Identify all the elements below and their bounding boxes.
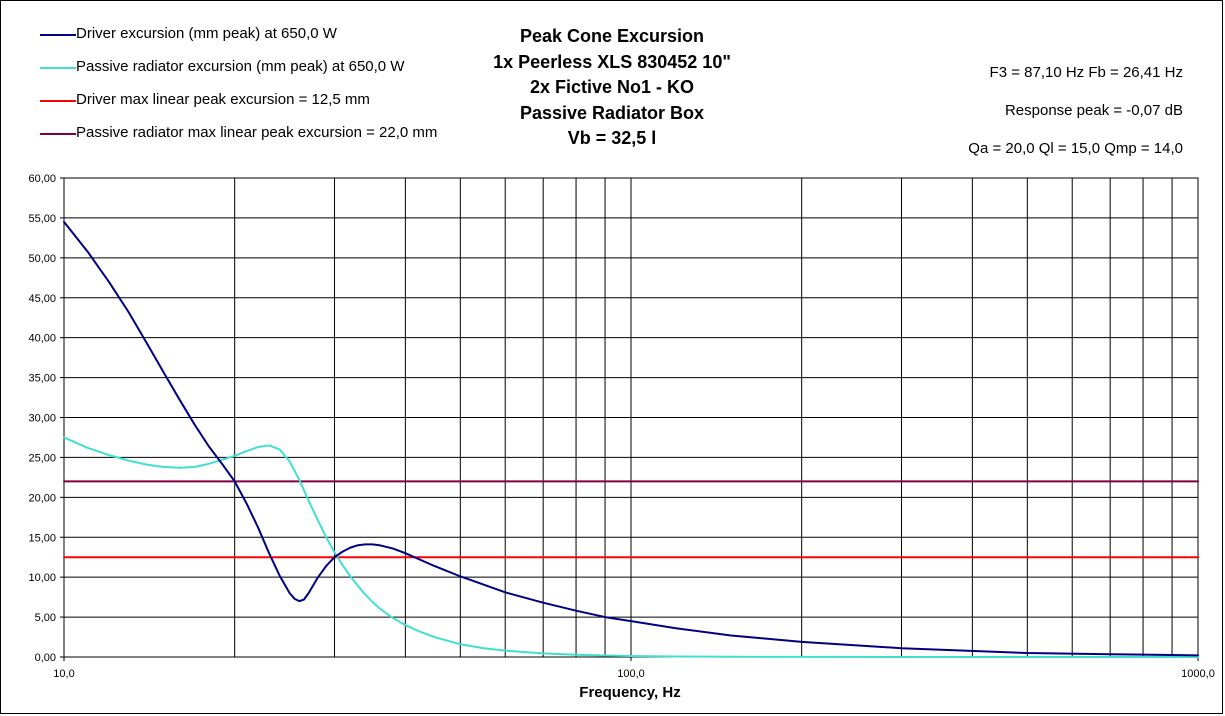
legend-label-driver-max: Driver max linear peak excursion = 12,5 … <box>76 91 370 108</box>
legend-label-passive-max: Passive radiator max linear peak excursi… <box>76 124 438 141</box>
y-tick-label: 40,00 <box>28 333 56 345</box>
legend-swatch-passive-max <box>40 133 76 135</box>
x-tick-label: 10,0 <box>53 668 74 680</box>
f3-fb-text: F3 = 87,10 Hz Fb = 26,41 Hz <box>989 64 1183 81</box>
x-tick-label: 100,0 <box>617 668 645 680</box>
legend-swatch-driver <box>40 34 76 36</box>
parameters-block: F3 = 87,10 Hz Fb = 26,41 Hz Response pea… <box>968 64 1183 178</box>
legend-swatch-driver-max <box>40 100 76 102</box>
legend-label-passive: Passive radiator excursion (mm peak) at … <box>76 58 405 75</box>
y-tick-label: 25,00 <box>28 452 56 464</box>
y-tick-label: 30,00 <box>28 413 56 425</box>
legend-swatch-passive <box>40 67 76 69</box>
chart-title: Peak Cone Excursion 1x Peerless XLS 8304… <box>452 24 772 152</box>
y-tick-label: 0,00 <box>35 652 56 664</box>
y-tick-label: 60,00 <box>28 173 56 185</box>
y-tick-label: 45,00 <box>28 293 56 305</box>
y-tick-label: 35,00 <box>28 373 56 385</box>
title-line-4: Passive Radiator Box <box>519 102 705 123</box>
y-tick-label: 55,00 <box>28 213 56 225</box>
y-tick-label: 5,00 <box>35 612 56 624</box>
legend-label-driver: Driver excursion (mm peak) at 650,0 W <box>76 25 337 42</box>
title-line-5: Vb = 32,5 l <box>567 128 657 148</box>
title-line-3: 2x Fictive No1 - KO <box>529 77 695 97</box>
y-tick-label: 20,00 <box>28 492 56 504</box>
driver-excursion-line <box>63 220 1199 657</box>
title-line-2: 1x Peerless XLS 830452 10" <box>493 51 731 72</box>
q-values-text: Qa = 20,0 Ql = 15,0 Qmp = 14,0 <box>968 140 1183 157</box>
passive-radiator-excursion-line <box>63 436 1199 658</box>
y-tick-label: 10,00 <box>28 572 56 584</box>
response-peak-text: Response peak = -0,07 dB <box>1004 102 1183 119</box>
x-tick-label: 1000,0 <box>1181 668 1215 680</box>
y-tick-label: 15,00 <box>28 532 56 544</box>
title-line-1: Peak Cone Excursion <box>519 26 705 46</box>
y-tick-label: 50,00 <box>28 253 56 265</box>
x-axis-label: Frequency, Hz <box>579 684 681 701</box>
